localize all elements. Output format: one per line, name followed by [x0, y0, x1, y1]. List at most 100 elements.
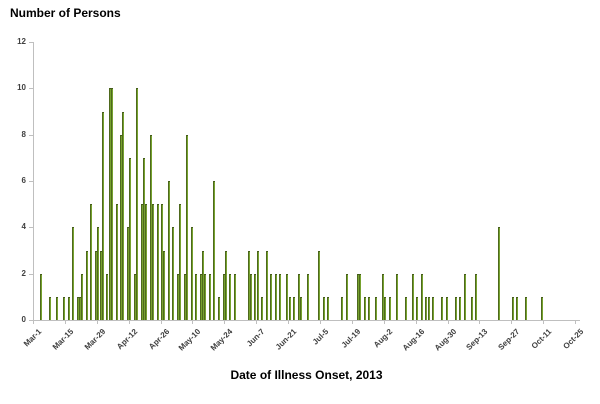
- bar: [95, 250, 97, 320]
- x-tick: [543, 320, 545, 324]
- x-tick: [33, 320, 34, 324]
- bar: [463, 273, 466, 320]
- bar: [177, 273, 179, 320]
- bar: [427, 296, 430, 320]
- bar: [475, 273, 478, 320]
- bar: [213, 181, 216, 320]
- bar: [126, 227, 129, 320]
- x-tick: [64, 320, 66, 324]
- bar: [318, 250, 321, 320]
- bar: [204, 273, 207, 320]
- bar: [420, 273, 423, 320]
- x-tick-label: Apr-12: [114, 327, 139, 352]
- bar: [322, 296, 325, 320]
- x-tick: [383, 320, 385, 324]
- bar: [190, 227, 193, 320]
- bar: [179, 204, 182, 320]
- x-tick-label: Aug-16: [400, 327, 426, 353]
- x-tick: [224, 320, 226, 324]
- x-tick: [575, 320, 576, 324]
- bar: [156, 204, 159, 320]
- bar: [208, 273, 211, 320]
- bar: [511, 296, 514, 320]
- x-tick: [479, 320, 481, 324]
- x-tick-label: Mar-1: [21, 327, 44, 349]
- y-axis-line: [33, 42, 34, 320]
- x-tick: [192, 320, 194, 324]
- y-tick-label: 4: [21, 222, 26, 231]
- x-axis-title: Date of Illness Onset, 2013: [230, 368, 383, 382]
- bar: [133, 273, 136, 320]
- bar: [183, 273, 186, 320]
- x-tick-label: Aug-2: [371, 327, 395, 350]
- bar: [279, 273, 282, 320]
- bar: [81, 273, 84, 320]
- bar: [327, 296, 330, 320]
- bar: [149, 134, 152, 320]
- bar: [297, 273, 300, 320]
- bar: [56, 296, 59, 320]
- y-tick-label: 12: [17, 37, 26, 46]
- y-tick-label: 8: [21, 130, 26, 139]
- x-tick-label: May-10: [177, 327, 203, 353]
- bar: [340, 296, 343, 320]
- x-tick: [351, 320, 353, 324]
- bar: [202, 250, 204, 320]
- bar: [76, 296, 79, 320]
- x-tick-label: May-24: [209, 327, 235, 353]
- bar: [254, 273, 257, 320]
- bar: [90, 204, 93, 320]
- bar: [345, 273, 348, 320]
- bar: [106, 273, 109, 320]
- chart-title: Number of Persons: [10, 6, 121, 20]
- y-tick: [29, 227, 33, 228]
- x-tick: [511, 320, 513, 324]
- bar: [67, 296, 70, 320]
- y-tick: [29, 88, 33, 89]
- bar: [470, 296, 473, 320]
- bar: [299, 296, 302, 320]
- bar: [256, 250, 259, 320]
- x-tick-label: Sep-27: [496, 327, 522, 352]
- bar: [224, 250, 227, 320]
- x-tick-label: Jul-5: [310, 327, 331, 347]
- y-tick: [29, 274, 33, 275]
- bar: [381, 273, 384, 320]
- x-tick: [96, 320, 98, 324]
- x-tick-label: Oct-25: [561, 327, 586, 351]
- y-tick-label: 0: [21, 315, 26, 324]
- bar: [101, 111, 104, 320]
- bar: [454, 296, 457, 320]
- bar: [445, 296, 448, 320]
- bar: [85, 250, 88, 320]
- bar: [525, 296, 528, 320]
- x-tick-label: Apr-26: [146, 327, 171, 352]
- bar: [388, 296, 391, 320]
- bar: [498, 227, 501, 320]
- bar: [110, 88, 113, 320]
- bar: [195, 273, 198, 320]
- x-tick-label: Mar-15: [50, 327, 76, 352]
- y-tick-label: 10: [17, 83, 26, 92]
- bar: [247, 250, 250, 320]
- bar: [40, 273, 43, 320]
- x-tick: [128, 320, 130, 324]
- bar: [411, 273, 414, 320]
- x-tick-label: Jun-7: [245, 327, 267, 349]
- y-tick-label: 2: [21, 269, 26, 278]
- bar: [229, 273, 232, 320]
- bar: [142, 157, 145, 320]
- bar: [384, 296, 387, 320]
- bar: [108, 88, 111, 320]
- bar: [286, 273, 289, 320]
- x-tick-label: Jun-21: [273, 327, 299, 352]
- bar: [151, 204, 154, 320]
- bar: [72, 227, 75, 320]
- bar: [136, 88, 138, 320]
- bar: [167, 181, 170, 320]
- bar: [161, 204, 163, 320]
- x-tick-label: Oct-11: [529, 327, 554, 351]
- bar: [172, 227, 175, 320]
- bar: [265, 250, 268, 320]
- bar: [261, 296, 264, 320]
